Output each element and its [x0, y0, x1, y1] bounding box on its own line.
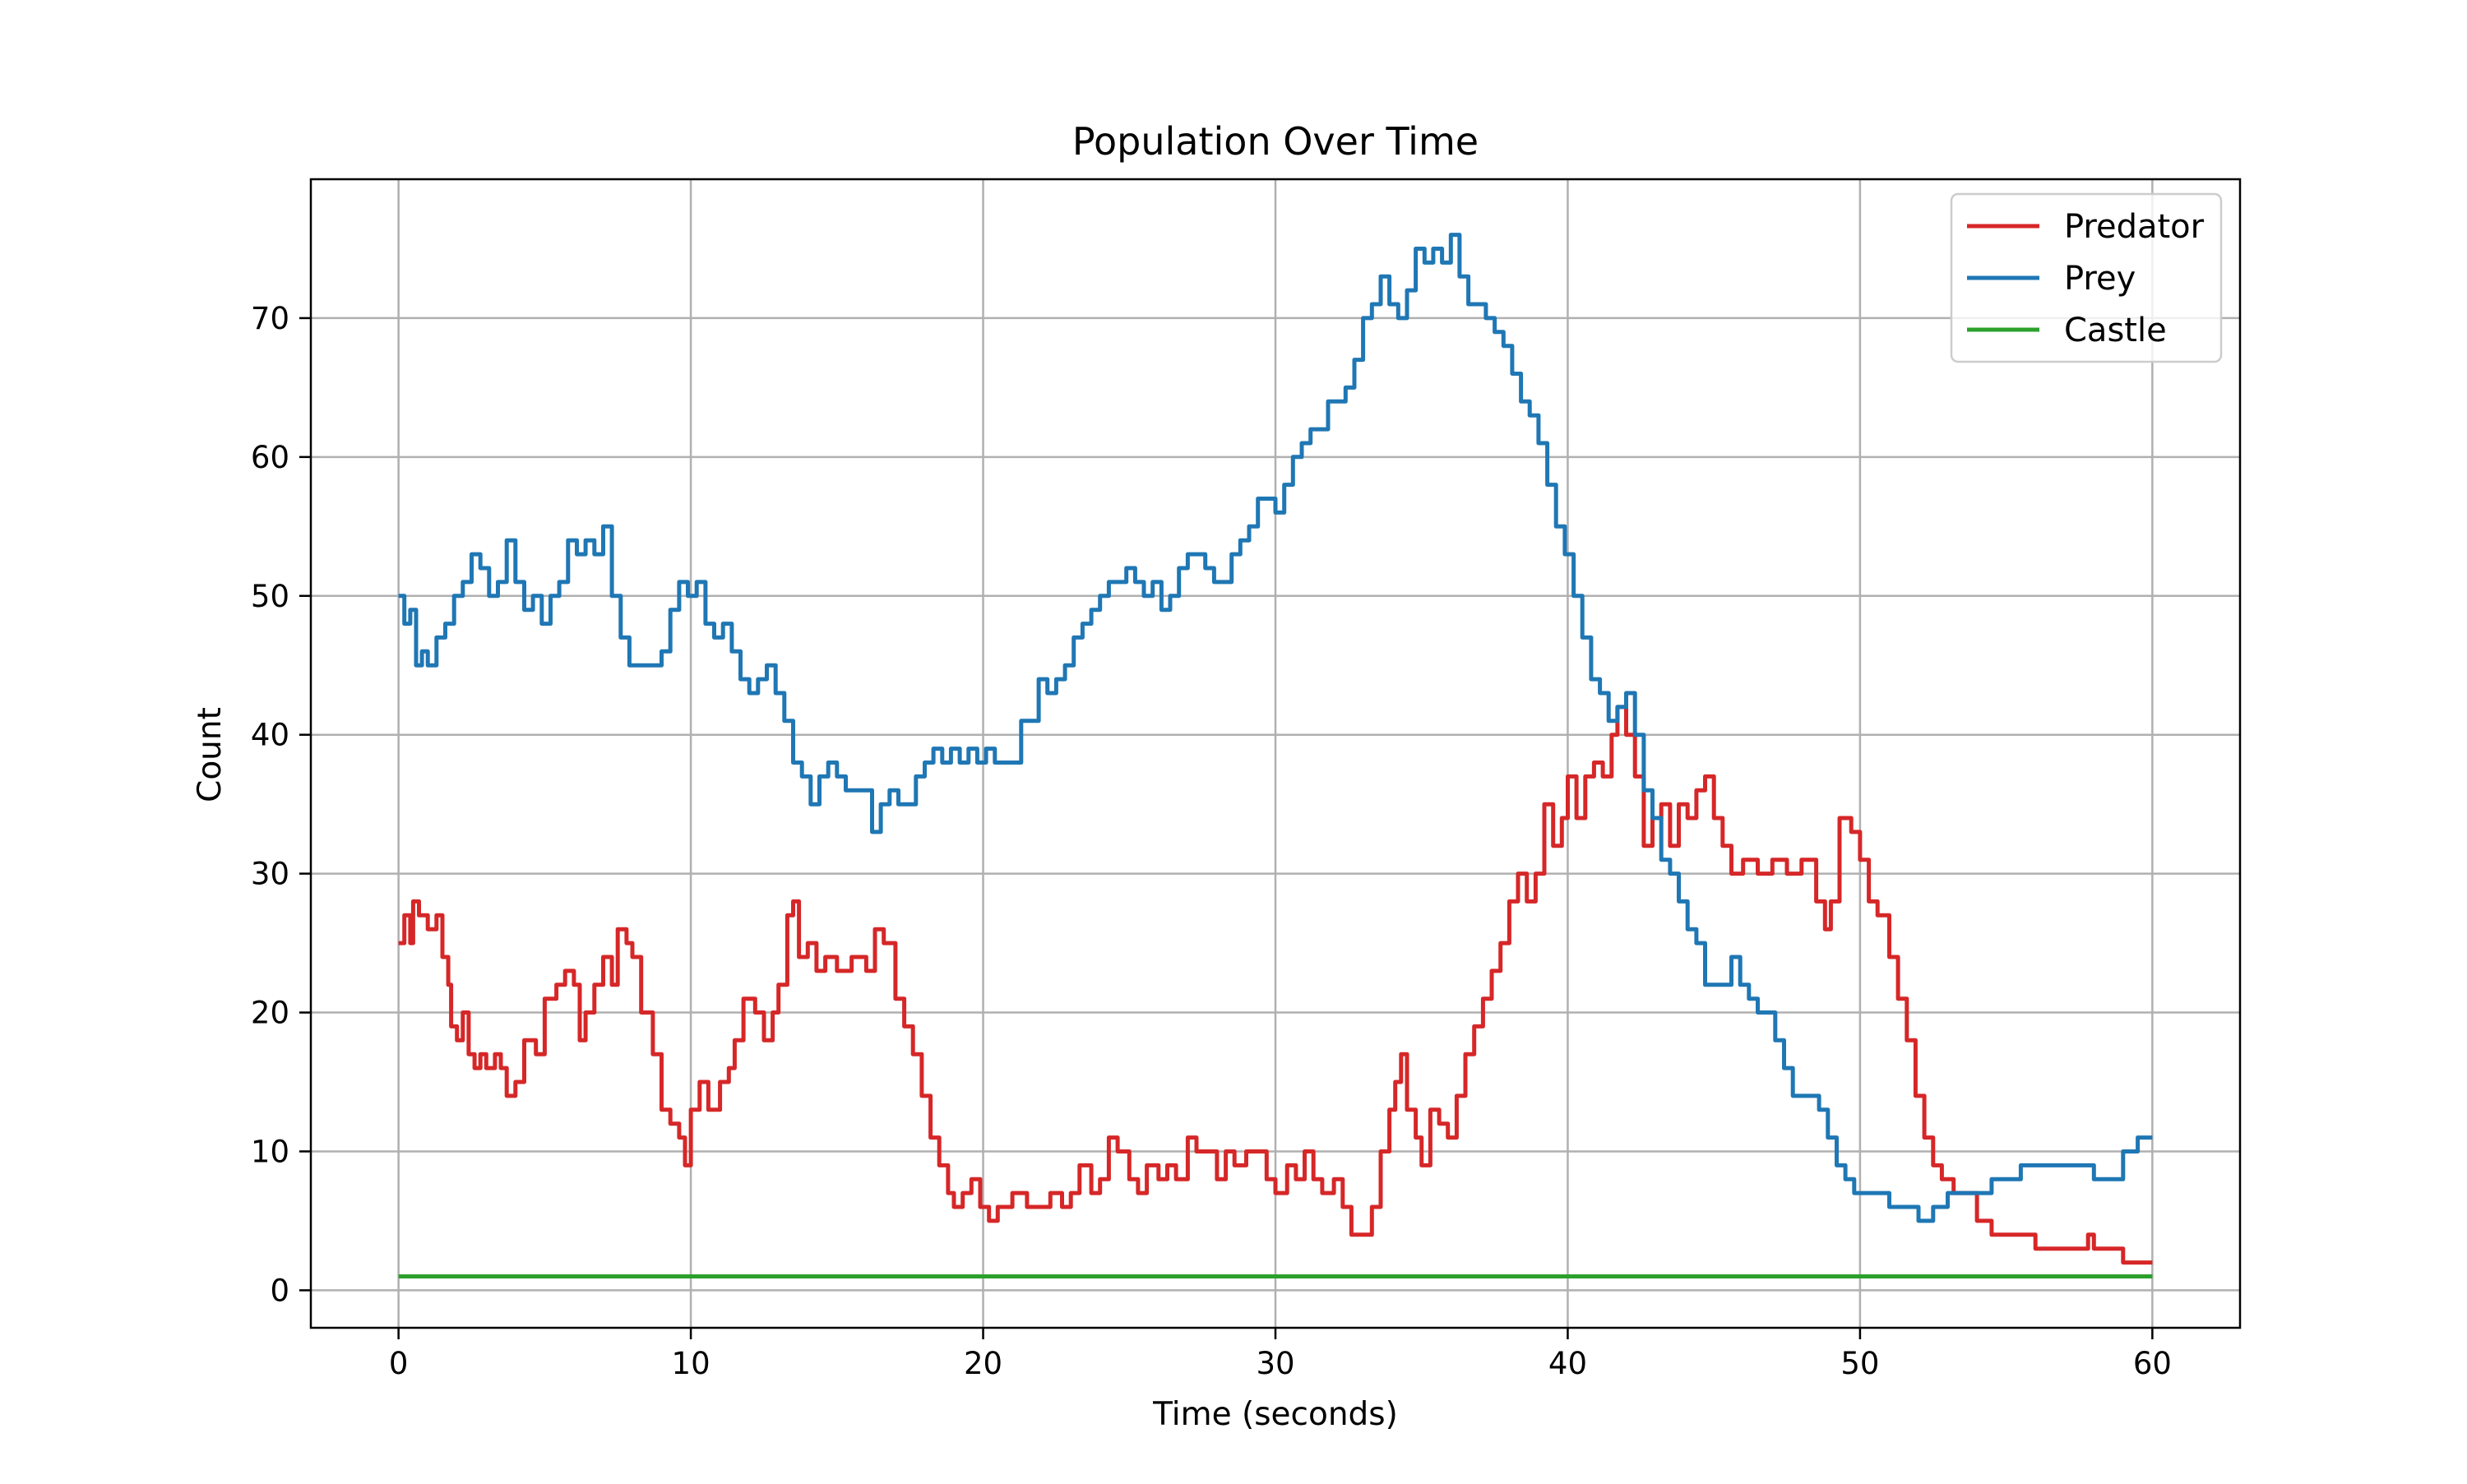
- legend-box: [1950, 192, 2223, 363]
- x-tick-label: 10: [672, 1346, 710, 1381]
- y-tick-label: 0: [270, 1273, 289, 1308]
- y-tick-label: 70: [251, 301, 289, 336]
- legend-label-castle: Castle: [2064, 312, 2167, 349]
- x-tick-label: 60: [2133, 1346, 2172, 1381]
- series-line-prey: [398, 233, 2153, 1223]
- y-tick-label: 30: [251, 857, 289, 892]
- series-lines: [398, 233, 2153, 1278]
- x-tick-label: 0: [389, 1346, 409, 1381]
- x-tick-label: 40: [1548, 1346, 1587, 1381]
- x-tick-label: 30: [1256, 1346, 1294, 1381]
- axis-ticks: 0 10 20 30 40 50 60 0 10 20 30 40 50 60 70: [251, 301, 2172, 1381]
- y-tick-label: 50: [251, 579, 289, 614]
- legend-label-prey: Prey: [2064, 260, 2136, 298]
- y-axis-label: Count: [192, 707, 229, 802]
- x-tick-label: 20: [964, 1346, 1002, 1381]
- series-line-predator: [398, 705, 2153, 1265]
- legend-label-predator: Predator: [2064, 208, 2205, 246]
- y-tick-label: 60: [251, 440, 289, 475]
- x-axis-label: Time (seconds): [1152, 1396, 1398, 1433]
- y-tick-label: 10: [251, 1134, 289, 1169]
- x-tick-label: 50: [1840, 1346, 1879, 1381]
- legend: Predator Prey Castle: [1950, 192, 2223, 363]
- y-tick-label: 40: [251, 718, 289, 753]
- chart-title: Population Over Time: [1072, 119, 1479, 164]
- grid: [311, 179, 2240, 1328]
- y-tick-label: 20: [251, 996, 289, 1031]
